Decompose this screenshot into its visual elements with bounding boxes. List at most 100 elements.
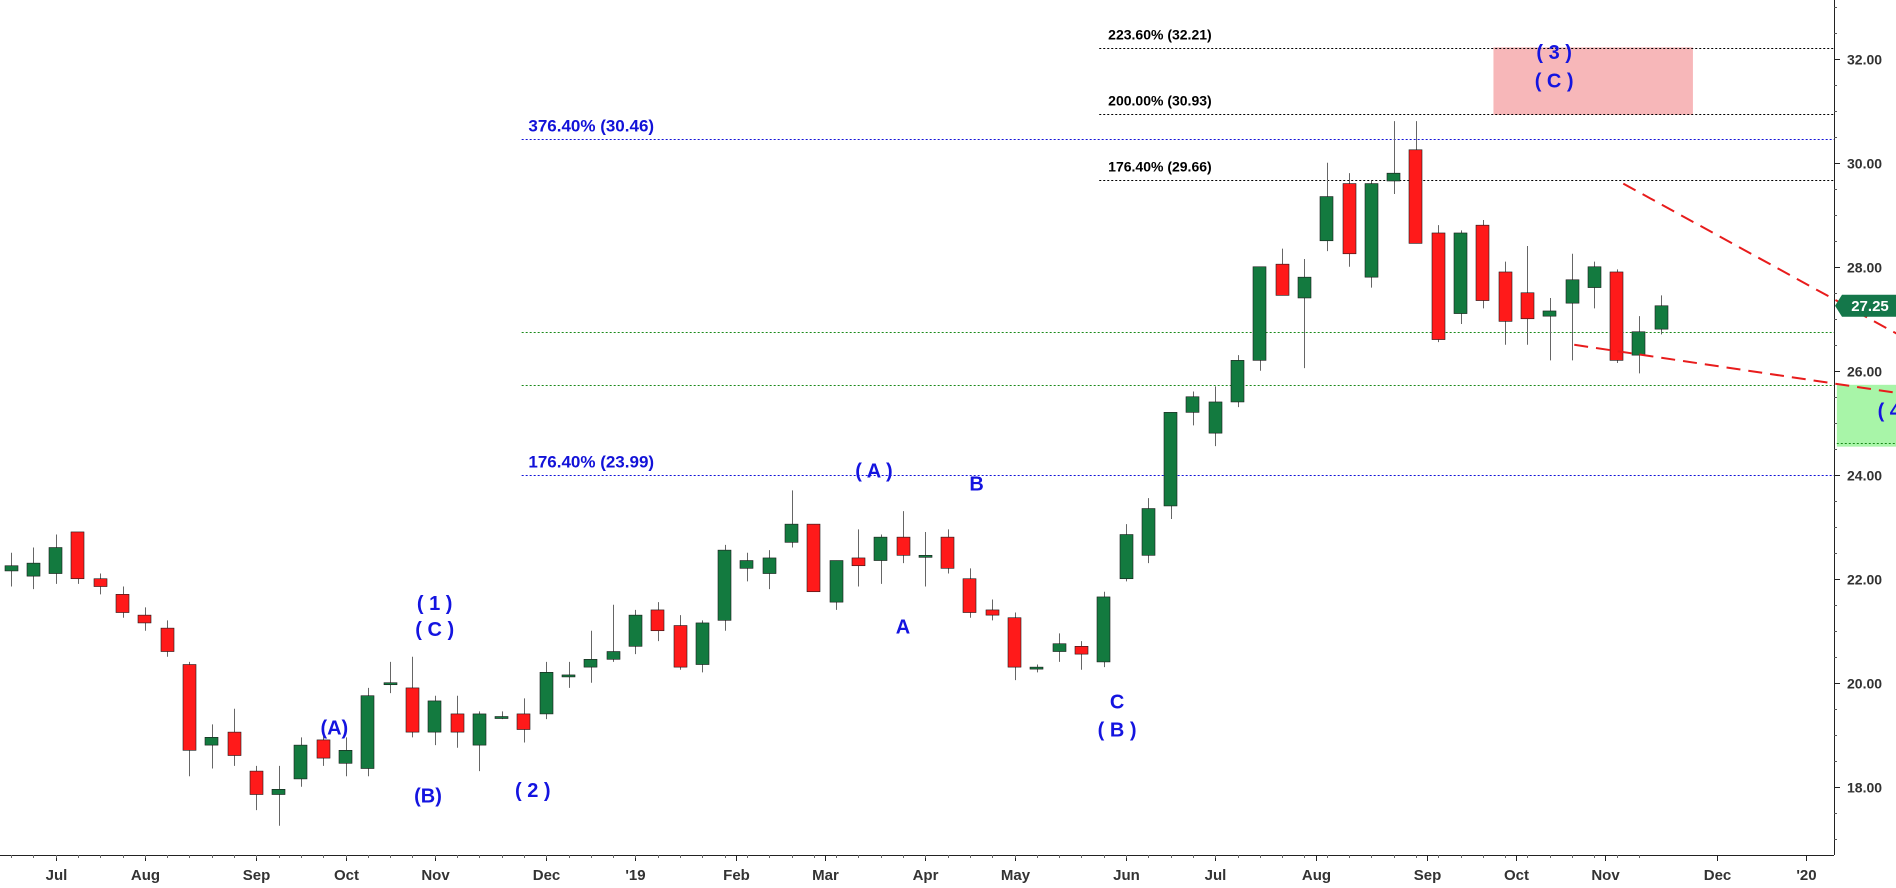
candle-up bbox=[472, 713, 487, 746]
candle-down bbox=[806, 523, 821, 593]
fib-level-label: 176.40% (23.99) bbox=[528, 453, 654, 472]
target-zones bbox=[1493, 47, 1896, 447]
trend-lines bbox=[1574, 182, 1896, 394]
fib-level-label: 223.60% (32.21) bbox=[1108, 27, 1212, 43]
candle-down bbox=[1408, 149, 1423, 244]
y-tick-label: 28.00 bbox=[1847, 260, 1882, 276]
candle-down bbox=[137, 614, 152, 624]
wave-label: (A) bbox=[320, 718, 348, 740]
candle-down bbox=[182, 664, 197, 751]
x-tick-label: Mar bbox=[812, 867, 839, 884]
candle-down bbox=[1498, 271, 1513, 322]
candle-up bbox=[26, 562, 41, 577]
x-tick-label: '20 bbox=[1796, 867, 1816, 884]
wave-labels: (A) (B) ( 1 ) ( C ) ( 2 ) ( A ) A B C ( B ) ( 3 ) (… bbox=[320, 42, 1896, 808]
candle-up bbox=[1185, 396, 1200, 413]
candle-up bbox=[338, 750, 353, 764]
candle-up bbox=[48, 547, 63, 574]
fib-level-label: 200.00% (30.93) bbox=[1108, 93, 1212, 109]
candle-down bbox=[673, 625, 688, 668]
wave-label: ( B ) bbox=[1098, 719, 1137, 741]
candle-down bbox=[227, 731, 242, 756]
candle-up bbox=[1208, 401, 1223, 434]
x-tick-label: Dec bbox=[533, 867, 561, 884]
last-price-tag bbox=[1835, 294, 1896, 317]
candle-down bbox=[985, 609, 1000, 616]
wedge-lower-line bbox=[1574, 343, 1896, 394]
candle-up bbox=[1364, 183, 1379, 278]
wave-label: ( 4 ) bbox=[1878, 401, 1896, 423]
y-axis: 18.00 20.00 22.00 24.00 26.00 28.00 30.00 32.00… bbox=[1834, 0, 1896, 855]
candle-up bbox=[762, 557, 777, 574]
candle-down bbox=[1520, 292, 1535, 320]
candle-up bbox=[873, 536, 888, 561]
wave-label: ( A ) bbox=[855, 460, 892, 482]
candle-up bbox=[1141, 508, 1156, 556]
candle-up bbox=[918, 555, 933, 558]
candle-up bbox=[1052, 643, 1067, 652]
candle-down bbox=[160, 627, 175, 652]
x-tick-label: Jun bbox=[1113, 867, 1140, 884]
candle-up bbox=[1386, 172, 1401, 182]
x-tick-label: Feb bbox=[723, 867, 750, 884]
candle-down bbox=[450, 713, 465, 733]
candle-down bbox=[1007, 617, 1022, 668]
fib-level-label: 376.40% (30.46) bbox=[528, 117, 654, 136]
x-tick-label: Oct bbox=[334, 867, 359, 884]
wave-label: ( 3 ) bbox=[1536, 42, 1572, 64]
candle-up bbox=[784, 523, 799, 543]
y-tick-label: 26.00 bbox=[1847, 364, 1882, 380]
candle-up bbox=[1631, 331, 1646, 356]
x-tick-label: Jul bbox=[46, 867, 68, 884]
candle-up bbox=[360, 695, 375, 769]
candle-up bbox=[583, 659, 598, 668]
y-tick-label: 20.00 bbox=[1847, 676, 1882, 692]
x-axis: Jul Aug Sep Oct Nov Dec '19 Feb Mar Apr May Jun Jul A… bbox=[0, 855, 1834, 884]
candle-up bbox=[494, 716, 509, 719]
candle-down bbox=[1275, 263, 1290, 296]
y-tick-label: 30.00 bbox=[1847, 156, 1882, 172]
candle-down bbox=[1609, 271, 1624, 361]
candle-up bbox=[1542, 310, 1557, 317]
candle-up bbox=[717, 549, 732, 621]
wave-label: A bbox=[896, 616, 910, 638]
candle-up bbox=[739, 560, 754, 569]
candle-down bbox=[940, 536, 955, 569]
candle-up bbox=[1587, 266, 1602, 288]
x-tick-label: Nov bbox=[1591, 867, 1620, 884]
wave-label: B bbox=[969, 473, 983, 495]
candle-up bbox=[271, 789, 286, 795]
x-tick-label: Aug bbox=[1302, 867, 1331, 884]
candle-down bbox=[1475, 224, 1490, 301]
candle-down bbox=[70, 531, 85, 580]
candle-up bbox=[1319, 196, 1334, 242]
candle-down bbox=[650, 609, 665, 632]
x-tick-label: Nov bbox=[421, 867, 450, 884]
candle-up bbox=[1297, 276, 1312, 299]
x-tick-label: Dec bbox=[1704, 867, 1732, 884]
candle-up bbox=[1654, 305, 1669, 330]
candle-down bbox=[316, 739, 331, 759]
candle-up bbox=[829, 560, 844, 603]
candle-up bbox=[1119, 534, 1134, 580]
wave-label: ( 1 ) bbox=[417, 593, 453, 615]
wave-label: ( C ) bbox=[1535, 70, 1574, 92]
candle-up bbox=[695, 622, 710, 665]
candle-up bbox=[539, 672, 554, 715]
x-tick-label: Aug bbox=[131, 867, 160, 884]
x-tick-label: Apr bbox=[913, 867, 939, 884]
candle-down bbox=[93, 578, 108, 587]
candle-up bbox=[293, 744, 308, 780]
candle-up bbox=[427, 700, 442, 733]
candle-up bbox=[4, 565, 19, 572]
x-tick-label: Sep bbox=[243, 867, 271, 884]
x-tick-label: May bbox=[1001, 867, 1031, 884]
candle-down bbox=[405, 687, 420, 733]
wave-label: ( 2 ) bbox=[515, 780, 551, 802]
candle-down bbox=[115, 594, 130, 613]
candle-down bbox=[896, 536, 911, 556]
candle-up bbox=[383, 682, 398, 686]
candle-up bbox=[628, 614, 643, 647]
wave-3-target-zone bbox=[1493, 47, 1693, 115]
